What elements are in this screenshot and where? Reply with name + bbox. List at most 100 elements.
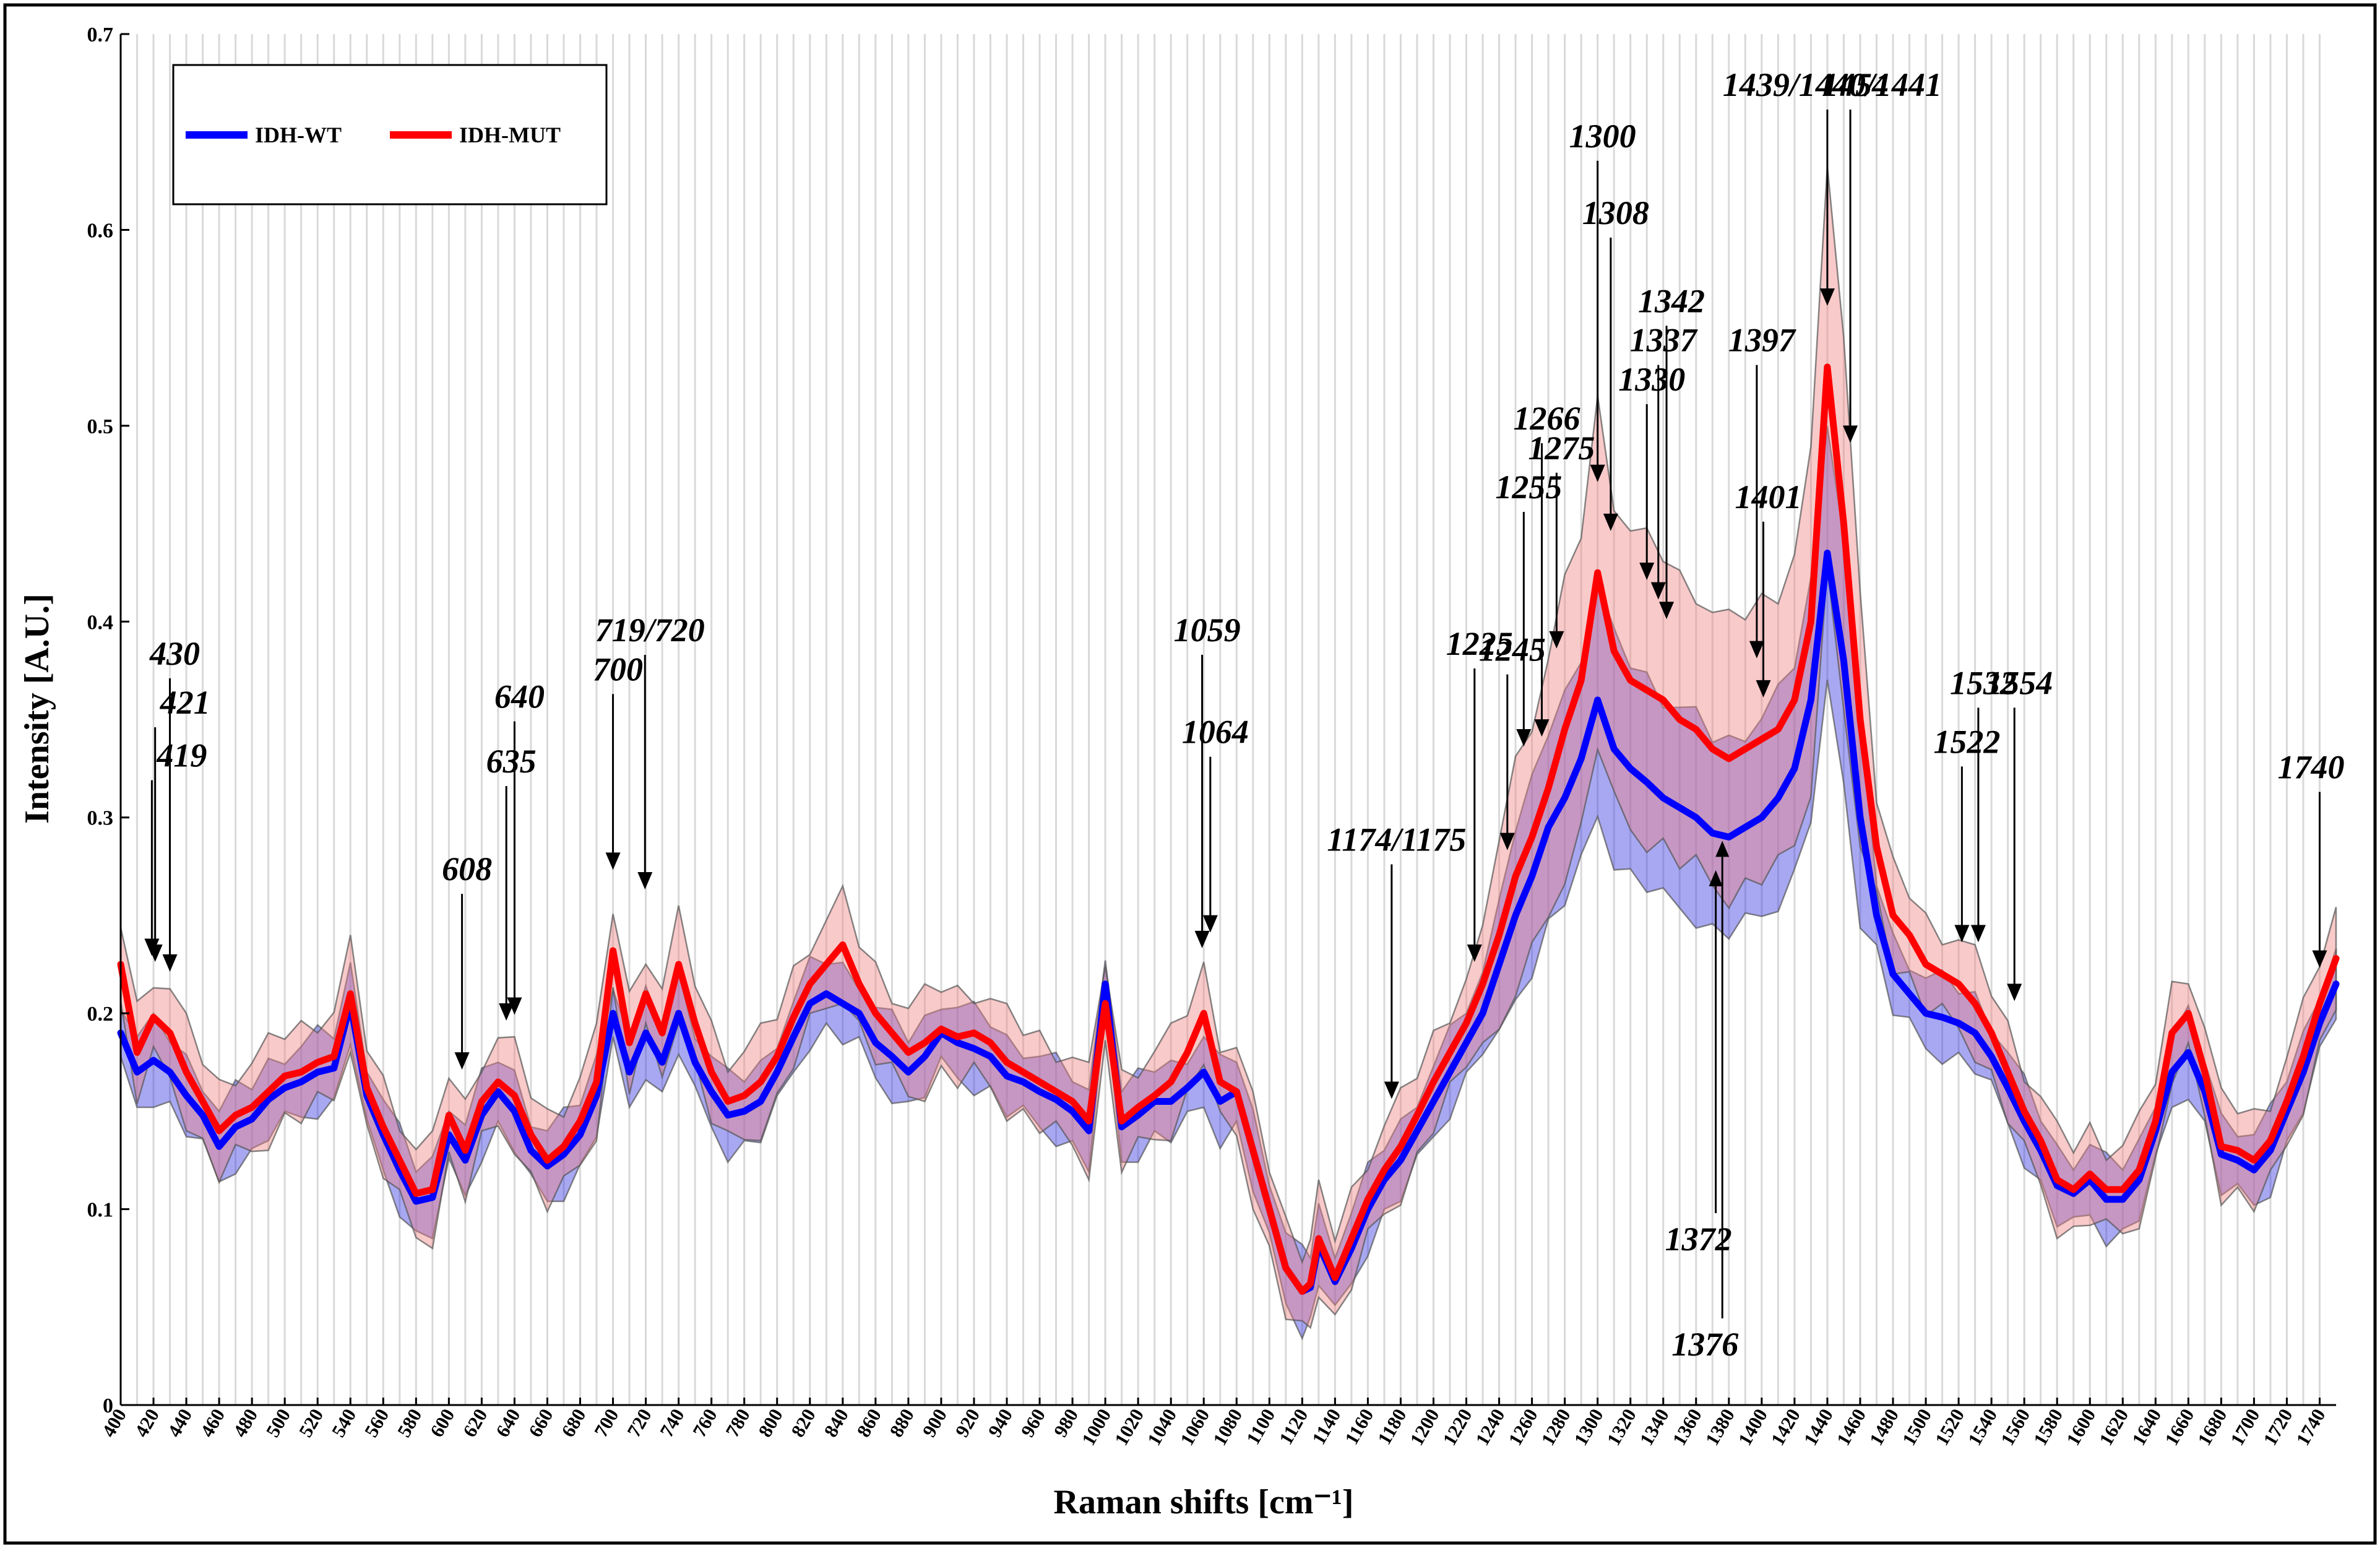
annotation-arrowhead (1467, 945, 1482, 962)
x-tick-label: 1700 (2226, 1405, 2264, 1449)
x-tick-label: 1000 (1077, 1405, 1115, 1449)
x-tick-label: 1720 (2259, 1405, 2296, 1449)
x-tick-label: 1240 (1471, 1405, 1509, 1449)
x-tick-label: 1560 (1996, 1405, 2034, 1449)
annotation-arrowhead (1549, 631, 1564, 649)
x-tick-label: 960 (1017, 1405, 1050, 1441)
annotation-label: 1275 (1528, 430, 1595, 467)
annotation-label: 1376 (1671, 1326, 1738, 1363)
annotation-label: 1330 (1618, 361, 1685, 398)
annotation-label: 1522 (1933, 723, 2000, 760)
x-tick-label: 760 (688, 1405, 722, 1441)
x-tick-label: 1340 (1635, 1405, 1673, 1449)
annotation-arrowhead (454, 1052, 470, 1070)
annotation-arrowhead (1709, 870, 1723, 886)
series-line-idh-mut (117, 363, 2340, 1295)
y-tick-label: 0.3 (87, 807, 114, 830)
annotation-arrowhead (1603, 513, 1618, 531)
annotation-arrowhead (1194, 930, 1210, 948)
x-tick-label: 580 (393, 1405, 426, 1441)
annotation-label: 608 (442, 850, 492, 888)
x-tick-label: 1580 (2029, 1405, 2067, 1449)
x-tick-label: 1200 (1405, 1405, 1443, 1449)
annotation-label: 1064 (1182, 714, 1249, 751)
annotation-arrowhead (605, 852, 621, 870)
x-tick-label: 800 (754, 1405, 787, 1441)
x-tick-label: 680 (557, 1405, 590, 1441)
x-tick-label: 1220 (1438, 1405, 1476, 1449)
x-tick-label: 420 (131, 1405, 164, 1441)
x-tick-label: 1600 (2062, 1405, 2100, 1449)
annotation-arrowhead (1534, 719, 1550, 737)
x-tick-label: 1520 (1931, 1405, 1968, 1449)
legend: IDH-WT IDH-MUT (172, 64, 608, 205)
annotation-arrowhead (1749, 641, 1764, 659)
x-tick-label: 1180 (1373, 1405, 1410, 1448)
x-tick-label: 1540 (1964, 1405, 2001, 1449)
annotation-arrowhead (162, 954, 178, 972)
x-tick-label: 1020 (1110, 1405, 1148, 1449)
x-tick-label: 820 (787, 1405, 820, 1441)
annotation-label: 1337 (1630, 322, 1698, 359)
x-axis-title: Raman shifts [cm⁻¹] (1054, 1483, 1354, 1521)
annotation-label: 640 (494, 678, 545, 715)
annotation-label: 1255 (1495, 469, 1562, 506)
x-tick-label: 560 (360, 1405, 394, 1441)
annotation-arrowhead (499, 1003, 514, 1021)
annotation-label: 1454 (1822, 66, 1889, 103)
annotation-label: 635 (486, 743, 537, 780)
annotation-arrowhead (1384, 1081, 1399, 1099)
annotation-arrowhead (1202, 915, 1218, 933)
axes (119, 34, 2336, 1406)
annotation-label: 1401 (1735, 478, 1802, 516)
y-tick-label: 0.1 (87, 1199, 114, 1222)
legend-label-idh-mut: IDH-MUT (459, 123, 561, 147)
x-tick-label: 1400 (1734, 1405, 1772, 1449)
annotation-label: 1059 (1174, 612, 1241, 649)
x-tick-label: 1480 (1865, 1405, 1903, 1449)
x-tick-label: 460 (196, 1405, 230, 1441)
annotation-arrowhead (2312, 950, 2327, 968)
annotation-label: 419 (156, 737, 207, 774)
y-tick-label: 0.7 (87, 24, 114, 46)
x-tick-label: 700 (590, 1405, 623, 1441)
y-tick-label: 0 (103, 1394, 113, 1417)
annotation-arrowhead (507, 997, 522, 1015)
x-tick-label: 980 (1050, 1405, 1083, 1441)
vertical-gridlines (136, 34, 2321, 1405)
annotation-arrowhead (2007, 984, 2022, 1001)
x-tick-label: 620 (459, 1405, 492, 1441)
x-tick-label: 720 (623, 1405, 656, 1441)
y-tick-label: 0.5 (87, 415, 114, 438)
annotation-label: 1300 (1569, 118, 1636, 155)
annotation-arrowhead (147, 945, 163, 962)
x-tick-label: 600 (426, 1405, 459, 1441)
annotation-label: 1342 (1638, 282, 1705, 319)
x-tick-label: 1040 (1143, 1405, 1181, 1449)
annotation-label: 1266 (1514, 400, 1580, 437)
annotation-arrowhead (1650, 582, 1666, 600)
annotation-arrowhead (1843, 425, 1858, 443)
x-tick-label: 1640 (2128, 1405, 2165, 1449)
x-tick-label: 480 (229, 1405, 262, 1441)
annotation-arrowhead (1756, 680, 1771, 698)
x-tick-label: 520 (295, 1405, 328, 1441)
annotation-label: 1740 (2277, 749, 2344, 786)
annotation-label: 1245 (1479, 631, 1546, 668)
x-tick-label: 740 (655, 1405, 689, 1441)
x-tick-label: 500 (262, 1405, 295, 1441)
mean-spectra (117, 363, 2340, 1295)
annotation-arrowhead (1516, 729, 1532, 746)
y-tick-label: 0.2 (87, 1003, 114, 1026)
annotation-arrowhead (1590, 464, 1605, 482)
x-tick-label: 1740 (2292, 1405, 2329, 1449)
x-tick-label: 1300 (1569, 1405, 1607, 1449)
x-tick-label: 1360 (1668, 1405, 1706, 1449)
x-tick-label: 1160 (1340, 1405, 1378, 1448)
y-tick-label: 0.6 (87, 219, 114, 242)
x-tick-label: 1420 (1767, 1405, 1804, 1449)
x-tick-label: 1460 (1832, 1405, 1870, 1449)
x-tick-label: 880 (885, 1405, 918, 1441)
